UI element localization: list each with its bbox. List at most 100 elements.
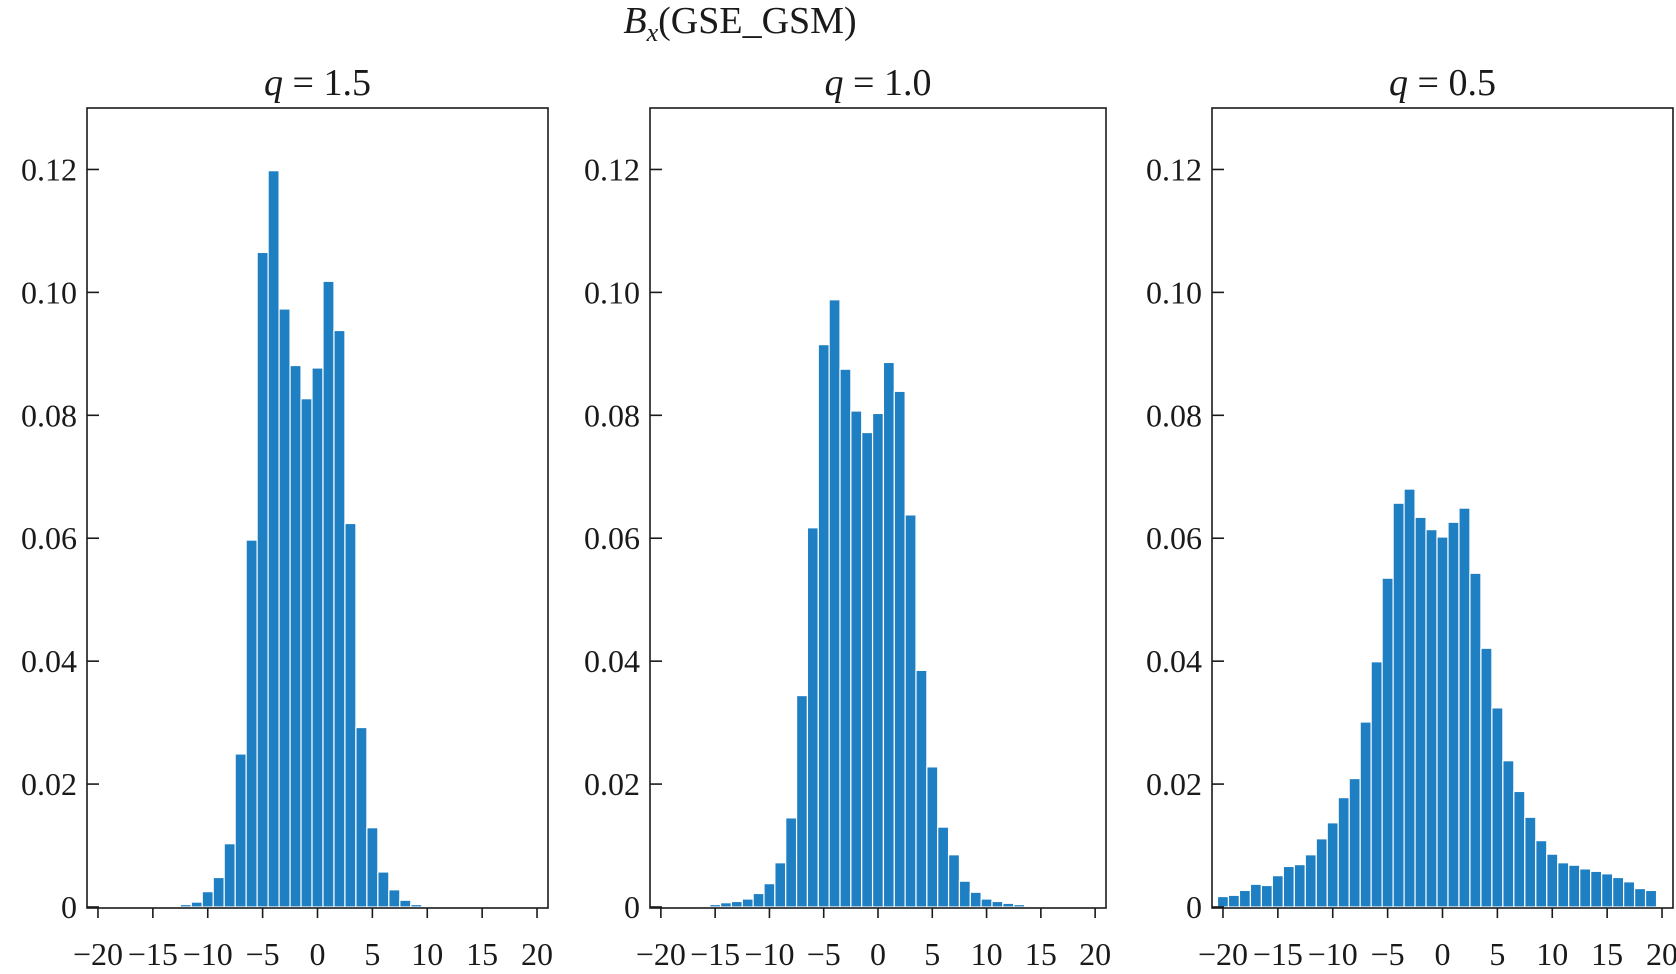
bar: [1513, 790, 1526, 908]
bar: [1436, 536, 1449, 908]
bar: [1282, 865, 1295, 908]
x-tick-label: 10: [411, 936, 443, 972]
panel-title: q = 1.5: [264, 62, 371, 104]
x-tick-label: 20: [1646, 936, 1676, 972]
bar: [1480, 647, 1493, 908]
bar: [1579, 868, 1592, 908]
bar: [1425, 529, 1438, 908]
x-tick-label: −20: [1198, 936, 1248, 972]
y-tick-label: 0.12: [1146, 151, 1202, 187]
bar: [947, 854, 961, 908]
bar: [1370, 661, 1383, 908]
bar: [399, 899, 412, 908]
bar: [926, 766, 939, 908]
x-tick-label: 0: [1435, 936, 1451, 972]
bar: [1315, 838, 1328, 908]
y-tick-label: 0.02: [584, 766, 640, 802]
bars: [698, 299, 1037, 908]
x-tick-label: −5: [246, 936, 280, 972]
x-tick-label: −10: [744, 936, 794, 972]
bar: [1612, 876, 1625, 908]
bar: [709, 903, 722, 908]
bar: [201, 891, 214, 908]
bar: [980, 898, 993, 908]
x-tick-label: 5: [364, 936, 380, 972]
panel-2: 0 0.02 0.04 0.06 0.08 0.10 0.12 −20 −15 −10 −5 0 5 10…: [584, 62, 1111, 972]
bar: [1458, 507, 1471, 908]
bar: [969, 891, 982, 908]
bar: [861, 431, 874, 908]
bar: [958, 880, 971, 908]
bar: [991, 900, 1004, 908]
panel-3: 0 0.02 0.04 0.06 0.08 0.10 0.12 −20 −15 −10 −5 0 5 10…: [1146, 62, 1676, 972]
bar: [828, 299, 841, 908]
bar: [774, 862, 787, 908]
x-tick-label: −20: [73, 936, 123, 972]
y-tick-label: 0.06: [584, 520, 640, 556]
bar: [333, 329, 346, 908]
y-tick-label: 0: [624, 889, 640, 925]
y-tick-label: 0.02: [1146, 766, 1202, 802]
bar: [795, 694, 809, 908]
bar: [1260, 884, 1273, 908]
bar: [882, 361, 895, 908]
bar: [322, 280, 335, 908]
bars: [179, 170, 423, 908]
bar: [355, 726, 368, 908]
bar: [1633, 887, 1647, 908]
bar: [377, 871, 390, 908]
y-tick-label: 0.06: [1146, 520, 1202, 556]
bar: [1392, 502, 1405, 908]
bar: [1491, 707, 1504, 908]
y-tick-label: 0.10: [1146, 274, 1202, 310]
bar: [1304, 854, 1317, 908]
panel-title: q = 1.0: [825, 62, 932, 104]
bar: [234, 753, 247, 908]
bar: [937, 826, 950, 908]
x-tick-label: −5: [1371, 936, 1405, 972]
x-tick-label: 10: [971, 936, 1003, 972]
bar: [1590, 870, 1603, 908]
bar: [311, 367, 324, 908]
bar: [1348, 777, 1361, 908]
bar: [278, 308, 291, 908]
bar: [1002, 902, 1015, 908]
bar: [388, 889, 401, 908]
x-tick-label: −15: [128, 936, 178, 972]
y-tick-label: 0.08: [21, 397, 77, 433]
x-tick-label: 0: [310, 936, 326, 972]
bar: [1238, 889, 1252, 908]
panel-title: q = 0.5: [1389, 62, 1496, 104]
x-tick-label: −15: [1253, 936, 1303, 972]
bar: [1337, 796, 1350, 908]
x-tick-label: 20: [1079, 936, 1111, 972]
x-tick-label: −20: [636, 936, 686, 972]
bar: [1023, 905, 1037, 908]
x-tick-label: 5: [1489, 936, 1505, 972]
bar: [904, 514, 917, 908]
bar: [763, 883, 776, 908]
y-tick-label: 0.02: [21, 766, 77, 802]
x-tick-label: 5: [924, 936, 940, 972]
bar: [1502, 760, 1515, 908]
panels: 00.020.040.060.080.100.12−20 −15 −10 −5 0 5 10…: [21, 62, 1676, 972]
bar: [223, 843, 236, 908]
x-tick-label: −10: [1308, 936, 1358, 972]
bar: [915, 669, 928, 908]
bar: [410, 903, 423, 908]
bar: [741, 898, 754, 908]
bar: [893, 390, 906, 908]
bar: [1403, 488, 1416, 908]
bar: [1249, 883, 1263, 908]
bar: [245, 539, 258, 908]
bar: [1644, 889, 1658, 908]
panel-1: 0 0.02 0.04 0.06 0.08 0.10 0.12 −20 −15 −10 −5 0 5 10…: [21, 62, 553, 972]
figure-title: Bx(GSE_GSM): [623, 0, 856, 47]
bar: [1469, 572, 1482, 908]
bar: [1013, 903, 1026, 908]
y-tick-label: 0: [1186, 889, 1202, 925]
bar: [267, 170, 280, 908]
x-tick-label: 15: [1025, 936, 1057, 972]
bar: [1623, 881, 1636, 908]
bar: [1557, 862, 1570, 908]
